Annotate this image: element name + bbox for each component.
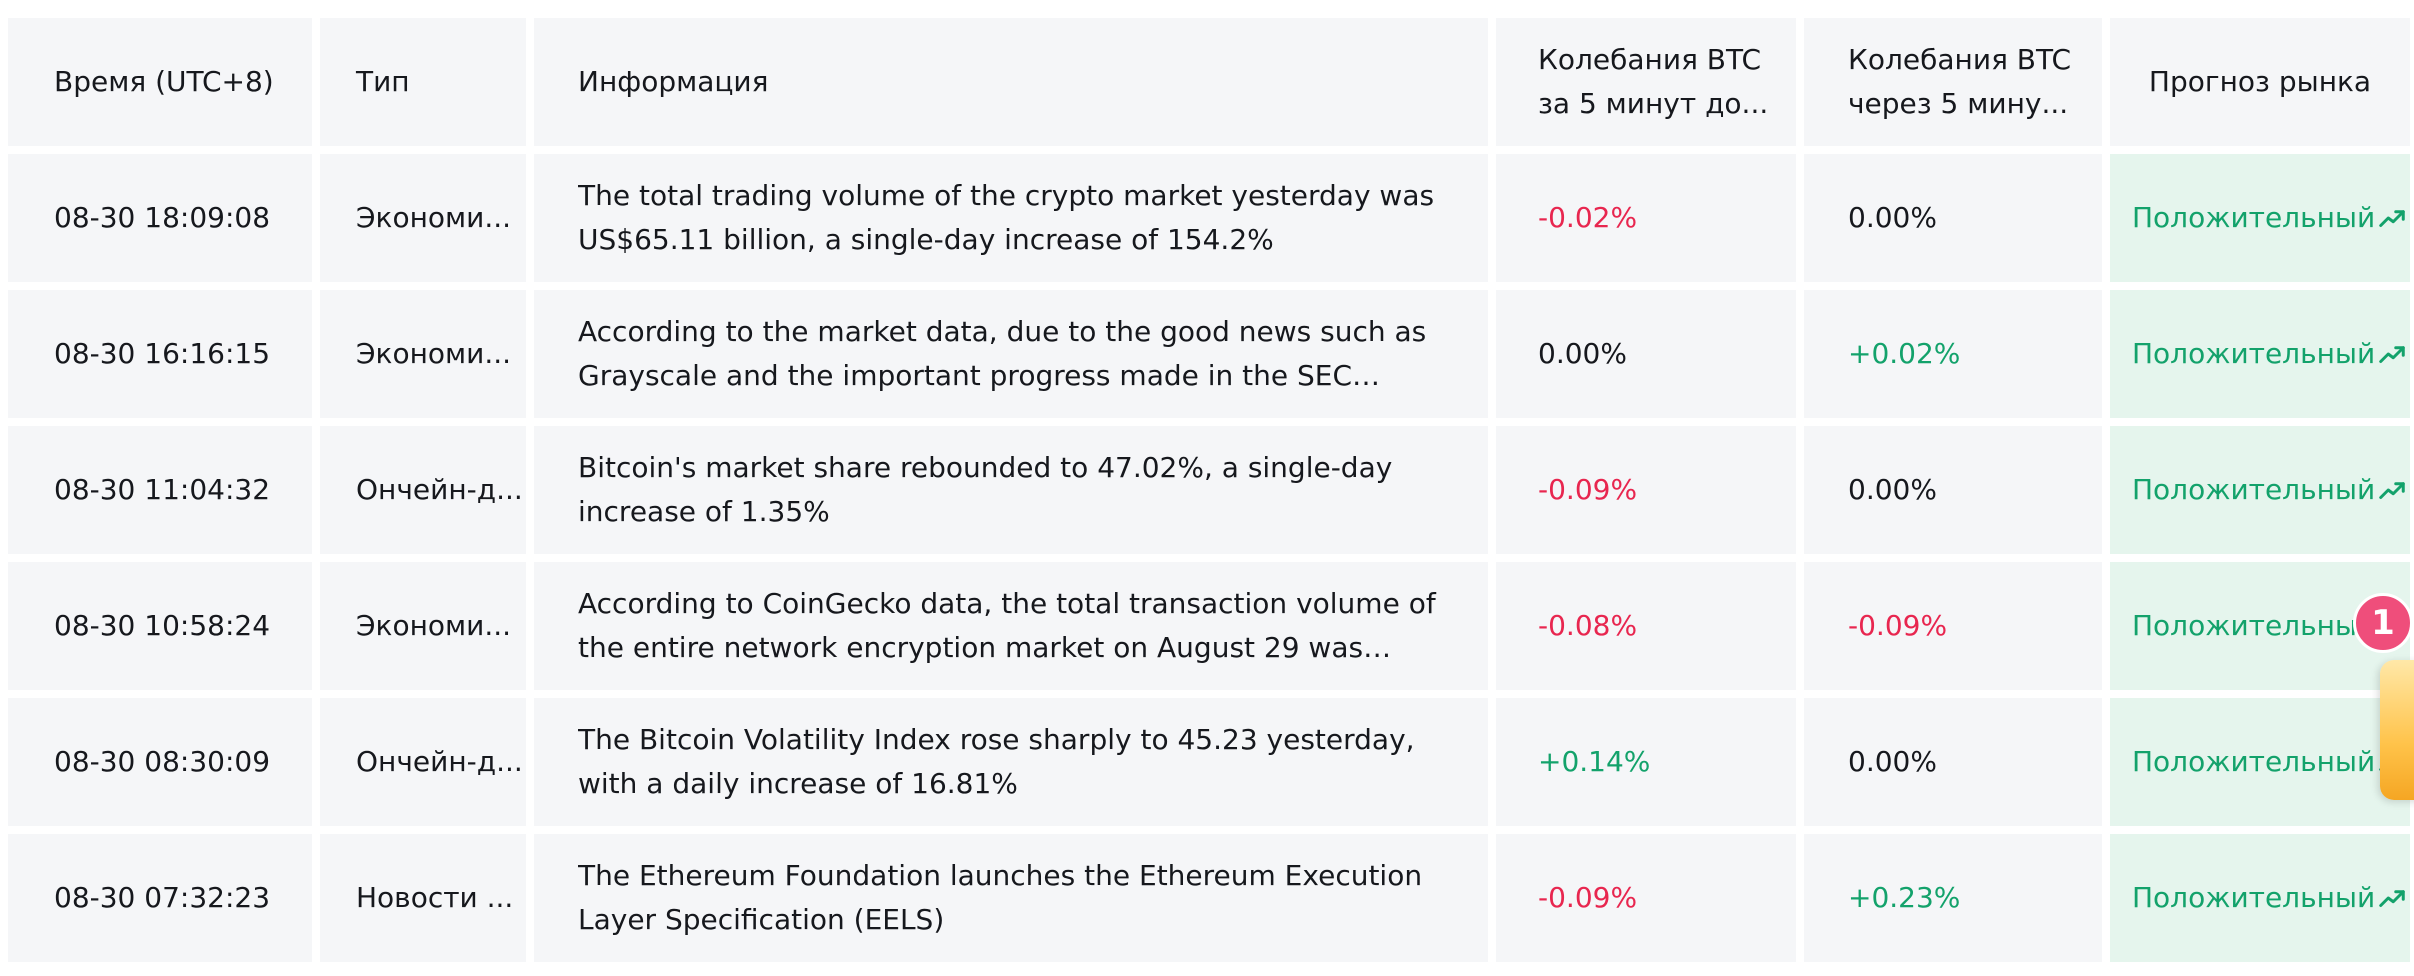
row-btc-before: +0.14%: [1496, 698, 1796, 826]
trending-up-icon: [2379, 482, 2405, 499]
row-info[interactable]: The Ethereum Foundation launches the Eth…: [534, 834, 1488, 962]
row-type-text: Новости ...: [356, 881, 514, 914]
row-type: Новости ...: [320, 834, 526, 962]
row-info[interactable]: Bitcoin's market share rebounded to 47.0…: [534, 426, 1488, 554]
row-time: 08-30 18:09:08: [8, 154, 312, 282]
row-forecast: Положительный: [2110, 698, 2410, 826]
row-type-text: Ончейн-д...: [356, 473, 523, 506]
header-time: Время (UTC+8): [8, 18, 312, 146]
header-btc-after: Колебания BTC через 5 мину...: [1804, 18, 2102, 146]
row-time-text: 08-30 10:58:24: [54, 609, 271, 642]
header-btc-after-line2: через 5 мину...: [1848, 87, 2069, 120]
row-btc-before-value: -0.02%: [1538, 201, 1638, 234]
row-time-text: 08-30 11:04:32: [54, 473, 271, 506]
row-forecast: Положительный: [2110, 426, 2410, 554]
trending-up-icon: [2379, 210, 2405, 227]
table-body: 08-30 18:09:08 Экономи... The total trad…: [8, 154, 2414, 962]
row-info[interactable]: According to CoinGecko data, the total t…: [534, 562, 1488, 690]
row-info-text[interactable]: According to CoinGecko data, the total t…: [578, 587, 1436, 664]
table-row[interactable]: 08-30 08:30:09 Ончейн-д... The Bitcoin V…: [8, 698, 2414, 826]
table-row[interactable]: 08-30 18:09:08 Экономи... The total trad…: [8, 154, 2414, 282]
header-forecast: Прогноз рынка: [2110, 18, 2410, 146]
row-time-text: 08-30 18:09:08: [54, 201, 271, 234]
row-btc-before-value: -0.08%: [1538, 609, 1638, 642]
row-info[interactable]: According to the market data, due to the…: [534, 290, 1488, 418]
row-type: Экономи...: [320, 290, 526, 418]
row-btc-before: -0.02%: [1496, 154, 1796, 282]
row-info-text[interactable]: The total trading volume of the crypto m…: [578, 179, 1435, 256]
row-btc-after-value: 0.00%: [1848, 745, 1937, 778]
row-type-text: Ончейн-д...: [356, 745, 523, 778]
row-forecast-label: Положительный: [2132, 609, 2376, 642]
row-info-text[interactable]: The Ethereum Foundation launches the Eth…: [578, 859, 1423, 936]
floating-promo-widget[interactable]: [2380, 660, 2414, 800]
row-btc-before-value: 0.00%: [1538, 337, 1627, 370]
row-time: 08-30 08:30:09: [8, 698, 312, 826]
row-btc-after: +0.02%: [1804, 290, 2102, 418]
row-time: 08-30 10:58:24: [8, 562, 312, 690]
row-btc-before-value: +0.14%: [1538, 745, 1651, 778]
notification-badge[interactable]: 1: [2353, 593, 2413, 653]
row-info[interactable]: The Bitcoin Volatility Index rose sharpl…: [534, 698, 1488, 826]
row-btc-before: 0.00%: [1496, 290, 1796, 418]
row-type: Ончейн-д...: [320, 698, 526, 826]
row-btc-after: 0.00%: [1804, 154, 2102, 282]
row-btc-after: +0.23%: [1804, 834, 2102, 962]
row-btc-after-value: -0.09%: [1848, 609, 1948, 642]
row-time: 08-30 16:16:15: [8, 290, 312, 418]
row-forecast-label: Положительный: [2132, 337, 2376, 370]
row-btc-before-value: -0.09%: [1538, 881, 1638, 914]
row-btc-after: 0.00%: [1804, 426, 2102, 554]
row-info-text[interactable]: According to the market data, due to the…: [578, 315, 1427, 392]
header-btc-before-line1: Колебания BTC: [1538, 43, 1762, 76]
row-forecast: Положительный: [2110, 290, 2410, 418]
row-time-text: 08-30 16:16:15: [54, 337, 271, 370]
row-btc-before: -0.09%: [1496, 834, 1796, 962]
row-forecast-label: Положительный: [2132, 201, 2376, 234]
row-type-text: Экономи...: [356, 201, 512, 234]
row-type: Экономи...: [320, 562, 526, 690]
row-btc-before: -0.09%: [1496, 426, 1796, 554]
table-header-row: Время (UTC+8) Тип Информация Колебания B…: [8, 18, 2414, 146]
row-btc-after: 0.00%: [1804, 698, 2102, 826]
trending-up-icon: [2379, 346, 2405, 363]
header-info: Информация: [534, 18, 1488, 146]
row-type-text: Экономи...: [356, 609, 512, 642]
row-time: 08-30 07:32:23: [8, 834, 312, 962]
row-type: Ончейн-д...: [320, 426, 526, 554]
header-btc-before: Колебания BTC за 5 минут до...: [1496, 18, 1796, 146]
row-btc-after-value: 0.00%: [1848, 201, 1937, 234]
row-type-text: Экономи...: [356, 337, 512, 370]
row-btc-before-value: -0.09%: [1538, 473, 1638, 506]
news-table: Время (UTC+8) Тип Информация Колебания B…: [8, 18, 2414, 970]
row-forecast-label: Положительный: [2132, 881, 2376, 914]
header-btc-after-line1: Колебания BTC: [1848, 43, 2072, 76]
row-info-text[interactable]: The Bitcoin Volatility Index rose sharpl…: [578, 723, 1415, 800]
row-forecast: Положительный: [2110, 834, 2410, 962]
table-row[interactable]: 08-30 16:16:15 Экономи... According to t…: [8, 290, 2414, 418]
row-btc-after-value: +0.02%: [1848, 337, 1961, 370]
header-type: Тип: [320, 18, 526, 146]
row-btc-after: -0.09%: [1804, 562, 2102, 690]
row-btc-after-value: +0.23%: [1848, 881, 1961, 914]
row-time-text: 08-30 07:32:23: [54, 881, 271, 914]
header-btc-before-line2: за 5 минут до...: [1538, 87, 1769, 120]
row-info[interactable]: The total trading volume of the crypto m…: [534, 154, 1488, 282]
row-forecast-label: Положительный: [2132, 745, 2376, 778]
row-info-text[interactable]: Bitcoin's market share rebounded to 47.0…: [578, 451, 1393, 528]
row-forecast-label: Положительный: [2132, 473, 2376, 506]
row-time-text: 08-30 08:30:09: [54, 745, 271, 778]
row-type: Экономи...: [320, 154, 526, 282]
row-btc-before: -0.08%: [1496, 562, 1796, 690]
table-row[interactable]: 08-30 07:32:23 Новости ... The Ethereum …: [8, 834, 2414, 962]
trending-up-icon: [2379, 890, 2405, 907]
row-btc-after-value: 0.00%: [1848, 473, 1937, 506]
row-time: 08-30 11:04:32: [8, 426, 312, 554]
table-row[interactable]: 08-30 11:04:32 Ончейн-д... Bitcoin's mar…: [8, 426, 2414, 554]
table-row[interactable]: 08-30 10:58:24 Экономи... According to C…: [8, 562, 2414, 690]
row-forecast: Положительный: [2110, 154, 2410, 282]
